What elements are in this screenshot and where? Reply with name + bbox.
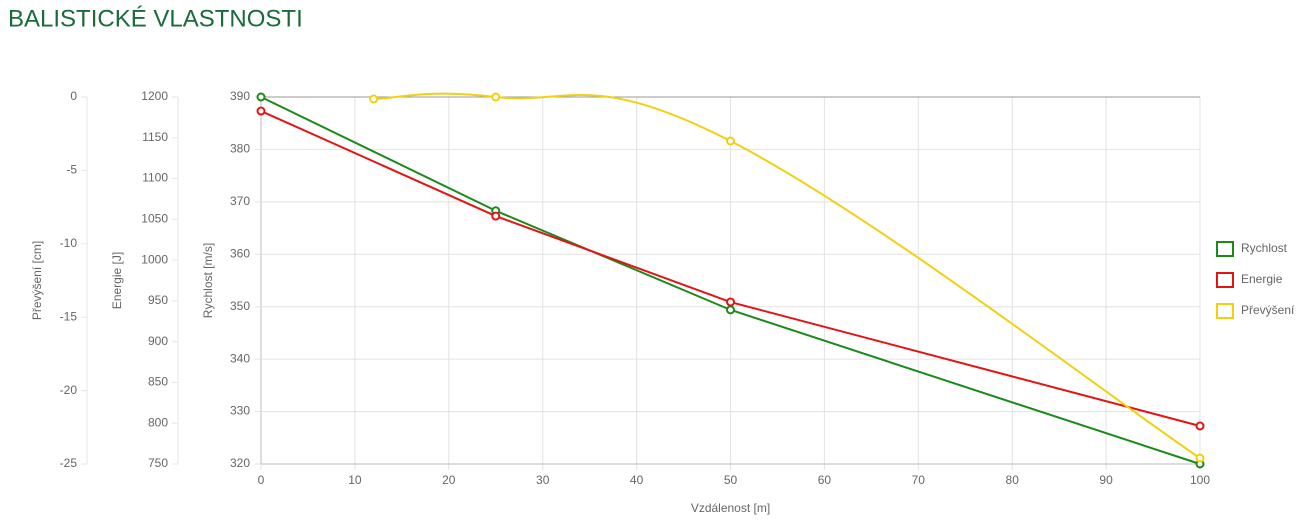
series-line [260, 110, 1201, 427]
y-tick-label: 750 [148, 456, 168, 470]
x-axis-title: Vzdálenost [m] [691, 501, 770, 515]
y-tick-label: 360 [230, 246, 250, 260]
point [1195, 421, 1205, 431]
x-tick-label: 20 [442, 473, 456, 487]
x-tick-label: 60 [818, 473, 832, 487]
point [256, 106, 266, 116]
x-tick-label: 90 [1099, 473, 1113, 487]
x-tick-label: 100 [1190, 473, 1210, 487]
y-tick-label: 330 [230, 404, 250, 418]
point [256, 92, 266, 102]
legend-label: Rychlost [1241, 241, 1288, 255]
y-tick-label: 850 [148, 375, 168, 389]
x-tick-label: 30 [536, 473, 550, 487]
y-tick-label: 1200 [141, 89, 168, 103]
x-tick-label: 50 [724, 473, 738, 487]
y-tick-label: -20 [60, 383, 78, 397]
y-tick-label: -25 [60, 456, 78, 470]
point [726, 305, 735, 315]
y-tick-label: 380 [230, 142, 250, 156]
legend-label: Převýšení [1241, 303, 1295, 317]
x-tick-label: 70 [912, 473, 926, 487]
legend-swatch [1216, 241, 1234, 257]
point [726, 136, 735, 146]
y-tick-label: 370 [230, 194, 250, 208]
y-axis-title: Energie [J] [110, 252, 124, 309]
y-tick-label: 0 [70, 89, 77, 103]
x-tick-label: 40 [630, 473, 644, 487]
legend-label: Energie [1241, 272, 1283, 286]
y-tick-label: 800 [148, 415, 168, 429]
y-axis-title: Převýšení [cm] [30, 241, 44, 320]
y-tick-label: 950 [148, 293, 168, 307]
y-tick-label: 320 [230, 456, 250, 470]
series-line [373, 92, 1201, 459]
point [726, 297, 735, 307]
legend-swatch [1216, 303, 1234, 319]
y-tick-label: 350 [230, 299, 250, 313]
point [1195, 453, 1205, 463]
point [369, 94, 379, 104]
x-tick-label: 0 [258, 473, 265, 487]
chart-title: BALISTICKÉ VLASTNOSTI [8, 5, 303, 32]
point [491, 92, 501, 102]
y-tick-label: -5 [66, 163, 77, 177]
x-tick-label: 80 [1006, 473, 1020, 487]
legend-swatch [1216, 272, 1234, 288]
y-tick-label: -10 [60, 236, 78, 250]
y-tick-label: 340 [230, 351, 250, 365]
y-tick-label: 1150 [142, 130, 168, 144]
y-axis-title: Rychlost [m/s] [201, 243, 215, 318]
y-tick-label: 900 [148, 334, 168, 348]
y-tick-label: 1050 [141, 212, 168, 226]
y-tick-label: 1000 [141, 252, 168, 266]
series-line [260, 96, 1201, 465]
y-tick-label: 1100 [142, 171, 168, 185]
y-tick-label: -15 [60, 309, 78, 323]
y-tick-label: 390 [230, 89, 250, 103]
point [491, 211, 501, 221]
x-tick-label: 10 [348, 473, 362, 487]
